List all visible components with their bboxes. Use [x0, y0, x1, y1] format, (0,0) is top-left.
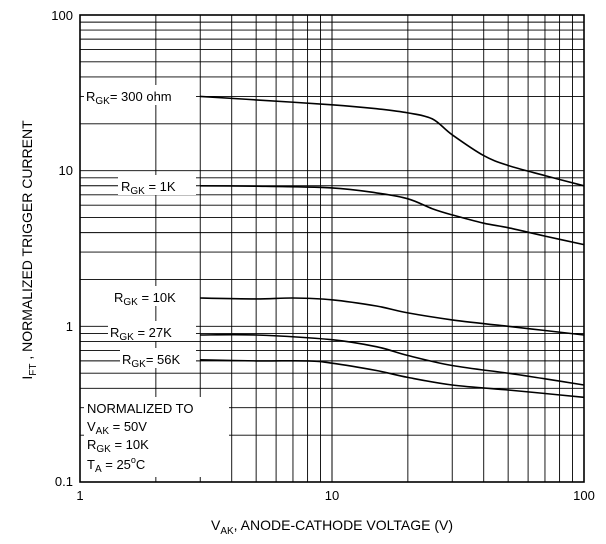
y-tick-100: 100: [51, 8, 73, 23]
note-line-rgk: RGK = 10K: [87, 437, 149, 455]
y-tick-1: 1: [66, 319, 73, 334]
plot-frame: [79, 14, 585, 483]
x-tick-1: 1: [76, 488, 83, 503]
y-axis-title: IFT , NORMALIZED TRIGGER CURRENT: [19, 120, 39, 380]
note-line-ta: TA = 25oC: [87, 455, 145, 475]
series-label-rgk-27k: RGK = 27K: [110, 325, 172, 343]
series-label-rgk-56k: RGK= 56K: [122, 352, 181, 370]
series-label-bg-300: [84, 85, 196, 105]
series-label-bg-10k: [112, 286, 196, 306]
series-line-1: [200, 185, 585, 246]
x-axis-title: VAK, ANODE-CATHODE VOLTAGE (V): [211, 517, 453, 537]
grid-lines: [80, 15, 584, 482]
series-label-bg-27k: [108, 321, 196, 341]
series-label-rgk-1k: RGK = 1K: [121, 179, 176, 197]
series-line-2: [200, 297, 585, 336]
series-line-4: [200, 359, 585, 399]
y-tick-0.1: 0.1: [55, 474, 73, 489]
series-label-bg-1k: [118, 175, 196, 195]
note-line-normalized-to: NORMALIZED TO: [87, 401, 193, 416]
series-label-rgk-10k: RGK = 10K: [114, 290, 176, 308]
series-label-rgk-300ohm: RGK= 300 ohm: [86, 89, 172, 107]
note-box-bg: [84, 397, 229, 477]
series-label-bg-56k: [120, 348, 196, 368]
x-tick-10: 10: [325, 488, 339, 503]
series-line-0: [200, 95, 585, 187]
note-line-vak: VAK = 50V: [87, 419, 147, 437]
series-line-3: [200, 333, 585, 386]
x-tick-100: 100: [573, 488, 595, 503]
y-tick-10: 10: [59, 163, 73, 178]
series-lines: [200, 95, 585, 399]
